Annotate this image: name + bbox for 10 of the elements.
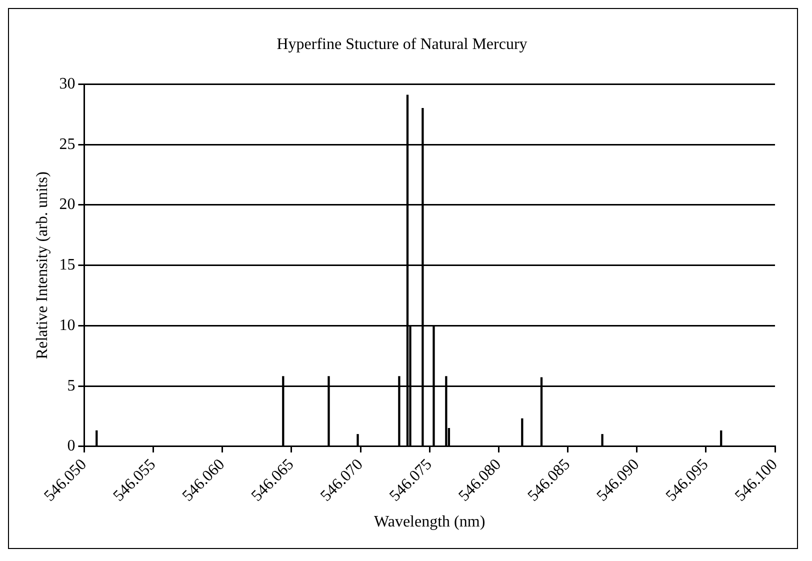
y-tick-label: 15	[59, 256, 76, 274]
chart-title: Hyperfine Stucture of Natural Mercury	[276, 36, 528, 53]
y-tick-label: 25	[59, 136, 76, 153]
y-tick-label: 20	[59, 196, 76, 214]
y-tick-label: 5	[67, 377, 76, 394]
y-tick-label: 0	[67, 438, 76, 455]
y-tick-label: 10	[59, 316, 76, 334]
x-axis-title: Wavelength (nm)	[374, 514, 486, 531]
y-axis-title: Relative Intensity (arb. units)	[34, 172, 51, 360]
y-tick-label: 30	[59, 75, 76, 92]
